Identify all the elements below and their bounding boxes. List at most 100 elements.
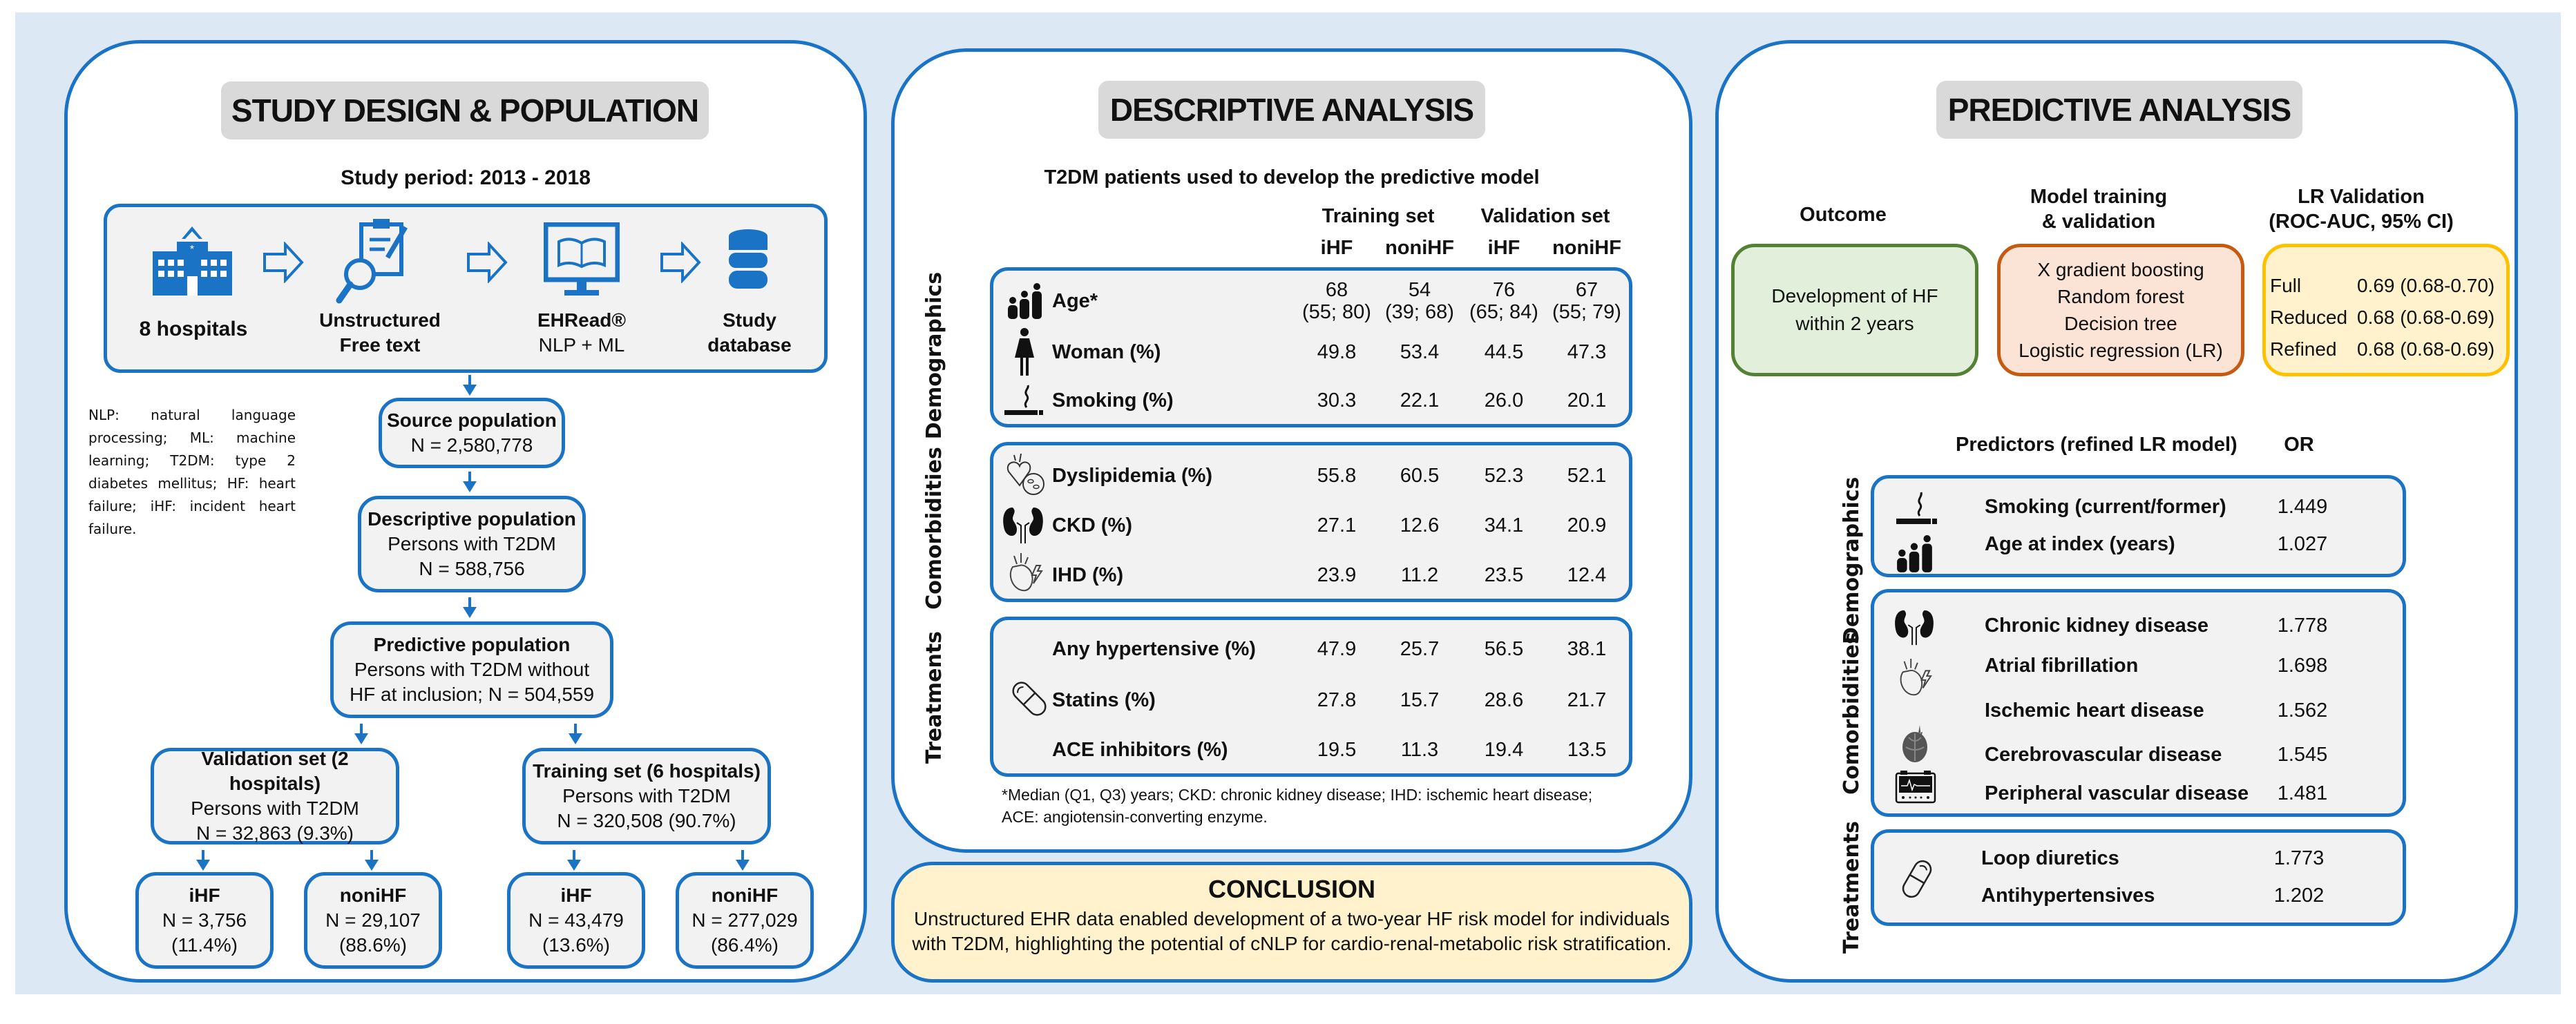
pipeline-label-database: database — [707, 334, 792, 356]
study-design-title: STUDY DESIGN & POPULATION — [221, 81, 709, 139]
descriptive-footnote: *Median (Q1, Q3) years; CKD: chronic kid… — [1002, 786, 1593, 826]
cell: 47.9 — [1317, 638, 1357, 660]
family-icon — [1008, 283, 1042, 319]
cell-median: 67 — [1575, 279, 1599, 301]
predictive-group-comorbidities: Chronic kidney disease 1.778 Atrial fibr… — [1871, 589, 2406, 817]
table-row: Statins (%) 27.8 15.7 28.6 21.7 — [993, 679, 1629, 721]
cell: 22.1 — [1400, 389, 1440, 412]
cell-median: 68 — [1325, 279, 1348, 301]
database-icon — [729, 229, 767, 289]
predictor-label: Loop diuretics — [1981, 847, 2119, 869]
leaf-n: N = 277,029 — [691, 909, 798, 931]
abbreviations-note: NLP: natural language processing; ML: ma… — [88, 407, 296, 537]
predictor-row: Loop diuretics 1.773 — [1874, 841, 2403, 876]
pipeline-label-free-text: Free text — [339, 334, 421, 356]
cell: 23.9 — [1317, 564, 1357, 586]
cell: 11.2 — [1400, 564, 1439, 586]
col-header: iHF — [1320, 237, 1353, 259]
row-label: Woman (%) — [1052, 340, 1161, 363]
pipeline-box: * 8 hospita — [104, 204, 828, 373]
predictive-population-title: Predictive population — [373, 634, 571, 655]
group-label-treatments: Treatments — [1840, 820, 1864, 954]
predictor-or: 1.481 — [2277, 782, 2328, 804]
leaf-pct: (86.4%) — [710, 934, 779, 956]
cell: 52.3 — [1484, 465, 1524, 487]
group-label-comorbidities: Comorbidities — [1840, 632, 1864, 795]
cell: 68 (55; 80) — [1295, 279, 1378, 323]
predictor-row: Age at index (years) 1.027 — [1874, 527, 2403, 561]
leaf-n: N = 43,479 — [528, 909, 624, 931]
predictor-or: 1.545 — [2277, 743, 2328, 766]
cell: 55.8 — [1317, 465, 1357, 487]
cell: 21.7 — [1567, 689, 1607, 711]
heart-bolt-icon — [1009, 553, 1043, 592]
cell-median: 76 — [1492, 279, 1516, 301]
cell: 76 (65; 84) — [1462, 279, 1545, 323]
predictive-population-sub: Persons with T2DM without — [354, 659, 590, 680]
predictor-row: Smoking (current/former) 1.449 — [1874, 490, 2403, 524]
predictor-row: Ischemic heart disease 1.562 — [1874, 693, 2403, 728]
pill-icon — [1902, 860, 1932, 898]
leaf-pct: (13.6%) — [542, 934, 611, 956]
cell: 13.5 — [1567, 739, 1607, 761]
source-population-box: Source population N = 2,580,778 — [379, 398, 565, 468]
predictor-label: Smoking (current/former) — [1985, 495, 2226, 518]
table-row: Woman (%) 49.8 53.4 44.5 47.3 — [993, 328, 1629, 376]
table-row: Dyslipidemia (%) 55.8 60.5 52.3 52.1 — [993, 453, 1629, 496]
cell-iqr: (39; 68) — [1385, 301, 1454, 323]
col-header: noniHF — [1552, 237, 1621, 259]
training-set-sub: Persons with T2DM — [562, 785, 731, 806]
cell: 60.5 — [1400, 465, 1440, 487]
predictor-or: 1.449 — [2277, 495, 2328, 518]
cell: 27.1 — [1317, 514, 1357, 537]
cell-iqr: (55; 79) — [1552, 301, 1621, 323]
row-label: Age* — [1052, 289, 1098, 312]
cell: 20.9 — [1567, 514, 1607, 537]
arrow-right-icon — [660, 242, 701, 283]
leaf-training-nonihf: noniHF N = 277,029 (86.4%) — [676, 872, 814, 969]
models-box: X gradient boosting Random forest Decisi… — [1997, 244, 2244, 376]
cell: 27.8 — [1317, 689, 1357, 711]
cell: 49.8 — [1317, 341, 1357, 363]
row-label: Dyslipidemia (%) — [1052, 464, 1213, 487]
cell: 28.6 — [1484, 689, 1524, 711]
row-label: CKD (%) — [1052, 514, 1132, 537]
row-label: Statins (%) — [1052, 688, 1156, 711]
kidney-icon — [1895, 610, 1934, 646]
conclusion-text: Unstructured EHR data enabled developmen… — [912, 908, 1672, 954]
kidney-icon — [1003, 508, 1043, 543]
cell-iqr: (55; 80) — [1302, 301, 1371, 323]
row-label: IHD (%) — [1052, 563, 1124, 586]
predictor-label: Peripheral vascular disease — [1985, 782, 2249, 804]
validation-set-sub: Persons with T2DM — [191, 798, 359, 819]
validation-set-box: Validation set (2 hospitals) Persons wit… — [151, 748, 399, 844]
validation-model: Refined — [2270, 338, 2337, 360]
validation-box: Full 0.69 (0.68-0.70) Reduced 0.68 (0.68… — [2262, 244, 2510, 376]
svg-text:*: * — [190, 244, 194, 255]
predictor-or: 1.773 — [2273, 847, 2325, 869]
source-population-title: Source population — [387, 409, 557, 431]
table-row: Any hypertensive (%) 47.9 25.7 56.5 38.1 — [993, 628, 1629, 670]
descriptive-title: DESCRIPTIVE ANALYSIS — [1098, 81, 1485, 139]
cell: 12.6 — [1400, 514, 1440, 537]
leaf-pct: (88.6%) — [338, 934, 408, 956]
predictive-group-demographics: Smoking (current/former) 1.449 Age at in… — [1871, 475, 2406, 577]
cell: 15.7 — [1400, 689, 1440, 711]
predictive-panel: PREDICTIVE ANALYSIS Outcome Model traini… — [1715, 40, 2518, 983]
leaf-title: noniHF — [711, 885, 779, 906]
outcome-header: Outcome — [1800, 204, 1887, 226]
cell: 20.1 — [1567, 389, 1607, 412]
study-design-panel: STUDY DESIGN & POPULATION Study period: … — [64, 40, 867, 983]
predictive-title: PREDICTIVE ANALYSIS — [1936, 81, 2302, 139]
validation-header-line2: (ROC-AUC, 95% CI) — [2269, 211, 2454, 233]
table-row: ACE inhibitors (%) 19.5 11.3 19.4 13.5 — [993, 729, 1629, 771]
predictive-group-treatments: Loop diuretics 1.773 Antihypertensives 1… — [1871, 829, 2406, 926]
predictor-row: Peripheral vascular disease 1.481 — [1874, 776, 2403, 811]
descriptive-panel: DESCRIPTIVE ANALYSIS T2DM patients used … — [891, 48, 1692, 853]
model-item: X gradient boosting — [2037, 259, 2204, 280]
cigarette-icon — [1004, 385, 1043, 415]
predictor-label: Antihypertensives — [1981, 884, 2155, 907]
cell: 30.3 — [1317, 389, 1357, 412]
predictive-population-box: Predictive population Persons with T2DM … — [330, 621, 613, 718]
validation-set-title: Validation set (2 hospitals) — [201, 748, 349, 794]
